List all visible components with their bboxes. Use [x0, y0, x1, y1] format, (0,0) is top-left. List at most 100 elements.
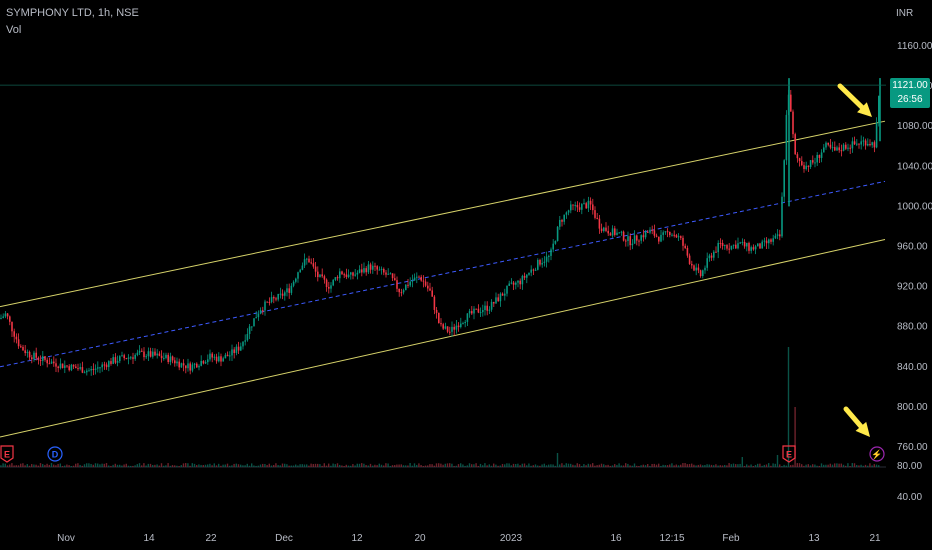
volume-bar — [356, 463, 358, 467]
candle-body — [4, 313, 7, 317]
volume-bar — [244, 465, 246, 467]
candle-body — [237, 346, 240, 351]
candle-body — [561, 219, 563, 222]
volume-bar — [431, 464, 433, 467]
candle-body — [858, 143, 860, 145]
candle-body — [125, 358, 128, 360]
volume-bar — [350, 465, 352, 467]
volume-bar — [218, 463, 220, 467]
candle-body — [631, 243, 634, 246]
candle-body — [523, 275, 526, 278]
volume-bar — [26, 464, 28, 467]
candle-body — [332, 279, 334, 286]
candlestick-series — [0, 78, 881, 376]
volume-bar — [42, 464, 44, 467]
candle-body — [589, 200, 592, 205]
candle-body — [770, 239, 772, 242]
volume-bar — [803, 465, 805, 467]
volume-bar — [741, 457, 743, 467]
candle-body — [204, 362, 207, 364]
candle-body — [132, 357, 134, 359]
candle-body — [420, 276, 422, 281]
volume-bar — [576, 463, 578, 467]
volume-bar — [134, 465, 136, 467]
candle-body — [475, 308, 477, 310]
volume-bar — [708, 464, 710, 467]
volume-bar — [2, 463, 4, 467]
candle-body — [339, 271, 341, 279]
volume-bar — [862, 465, 864, 467]
candle-body — [860, 141, 862, 145]
candle-body — [671, 234, 673, 236]
event-marker-flash[interactable]: ⚡ — [869, 446, 885, 462]
candle-body — [396, 280, 398, 289]
candle-body — [677, 236, 680, 238]
candle-body — [609, 233, 612, 236]
volume-bar — [70, 465, 72, 467]
volume-bar — [585, 465, 587, 467]
candle-body — [301, 265, 304, 270]
candle-body — [169, 356, 172, 363]
candle-body — [86, 370, 88, 373]
volume-bar — [605, 465, 607, 467]
candle-body — [655, 235, 658, 237]
candle-body — [783, 160, 785, 197]
volume-bar — [726, 465, 728, 467]
candle-body — [864, 140, 867, 146]
candle-body — [622, 231, 625, 241]
volume-bar — [413, 463, 416, 467]
symbol-title[interactable]: SYMPHONY LTD, 1h, NSE — [6, 7, 139, 19]
candle-body — [627, 236, 629, 242]
candle-body — [59, 363, 62, 369]
volume-bar — [594, 465, 596, 467]
volume-bar — [743, 465, 746, 467]
candle-body — [748, 242, 750, 251]
volume-bar — [215, 465, 218, 467]
candle-body — [88, 370, 90, 372]
volume-bar — [347, 465, 350, 467]
candle-body — [2, 316, 4, 318]
candle-body — [196, 363, 198, 368]
candle-body — [550, 249, 552, 256]
candle-body — [649, 229, 651, 233]
event-markers[interactable]: E D E ⚡ — [0, 445, 885, 463]
volume-bar — [506, 463, 508, 467]
volume-bar — [730, 464, 732, 467]
candle-body — [462, 323, 464, 325]
volume-bar — [369, 463, 372, 467]
volume-bar — [688, 463, 691, 467]
volume-bar — [647, 463, 649, 467]
volume-bar — [717, 465, 719, 467]
event-marker-earnings[interactable]: E — [782, 445, 796, 463]
candle-body — [273, 297, 275, 299]
candle-body — [92, 369, 95, 371]
candle-body — [699, 270, 702, 277]
candle-body — [112, 357, 114, 364]
event-marker-earnings[interactable]: E — [0, 445, 14, 463]
time-axis[interactable]: Nov 14 22 Dec 12 20 2023 16 12:15 Feb 13 21 — [57, 533, 881, 544]
candle-body — [99, 367, 101, 369]
volume-bar — [706, 464, 708, 467]
candle-body — [288, 288, 290, 293]
volume-bar — [801, 464, 803, 467]
event-marker-dividend[interactable]: D — [47, 446, 63, 462]
volume-bar — [521, 463, 523, 467]
volume-indicator-label[interactable]: Vol — [6, 24, 22, 36]
candle-body — [801, 161, 803, 166]
volume-bar — [464, 465, 466, 467]
volume-bar — [752, 465, 754, 467]
volume-bar — [266, 465, 268, 467]
candle-body — [286, 288, 288, 293]
candle-body — [776, 234, 779, 236]
candle-body — [792, 111, 794, 135]
candle-body — [875, 122, 878, 148]
volume-bar — [633, 463, 636, 467]
volume-bar — [532, 465, 534, 467]
volume-bar — [237, 464, 240, 467]
volume-bar — [213, 463, 215, 467]
candle-body — [143, 351, 145, 358]
candle-body — [759, 243, 761, 249]
candle-body — [625, 240, 627, 242]
candle-body — [761, 241, 763, 249]
